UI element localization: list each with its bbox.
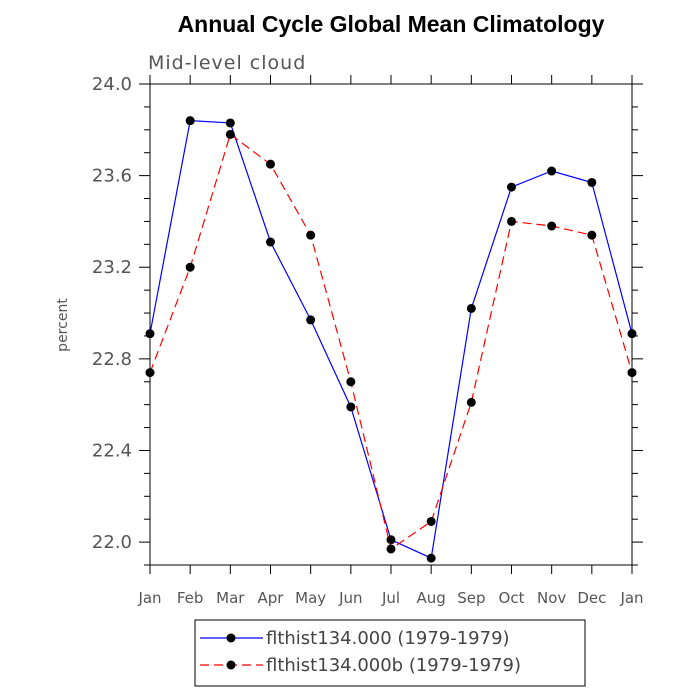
x-tick-label: Nov [537, 589, 566, 607]
x-tick-label: Jun [338, 589, 362, 607]
y-axis-label: percent [55, 298, 71, 352]
series-marker [507, 182, 516, 192]
x-tick-label: Jan [137, 589, 161, 607]
x-tick-label: Feb [177, 589, 204, 607]
chart-subtitle: Mid-level cloud [148, 52, 306, 74]
series-marker [426, 553, 436, 563]
series-marker [426, 516, 436, 526]
x-tick-label: Apr [258, 589, 285, 607]
series-marker [346, 402, 356, 412]
series-marker [306, 315, 316, 325]
legend: flthist134.000 (1979-1979) flthist134.000… [194, 619, 586, 687]
y-tick-label: 22.8 [92, 349, 132, 370]
y-tick-label: 23.6 [92, 166, 132, 187]
series-marker [507, 216, 516, 226]
legend-swatch-marker [226, 660, 236, 670]
series-marker [547, 221, 557, 231]
x-tick-label: Jul [381, 589, 400, 607]
series-marker [587, 177, 597, 187]
legend-swatch-marker [226, 633, 236, 643]
x-tick-label: Aug [417, 589, 446, 607]
series-marker [185, 262, 195, 272]
series-marker [185, 116, 195, 126]
series-marker [466, 397, 476, 407]
series-marker [386, 544, 396, 554]
series-layer [145, 116, 637, 563]
y-tick-label: 22.0 [92, 532, 132, 553]
series-marker [266, 237, 275, 247]
x-tick-label: Mar [216, 589, 245, 607]
x-tick-label: May [295, 589, 326, 607]
x-tick-label: Sep [457, 589, 485, 607]
plot-frame [149, 83, 633, 566]
x-tick-label: Jan [619, 589, 643, 607]
series-marker [346, 377, 356, 387]
legend-label: flthist134.000b (1979-1979) [266, 655, 521, 676]
series-marker [547, 166, 557, 176]
series-marker [587, 230, 597, 240]
series-marker [627, 329, 637, 339]
x-tick-label: Oct [499, 589, 525, 607]
series-marker [627, 368, 637, 378]
series-marker [145, 368, 155, 378]
y-tick-label: 24.0 [92, 74, 132, 95]
series-marker [225, 129, 235, 139]
legend-box [194, 619, 586, 687]
series-line [149, 133, 633, 550]
plot-border [149, 83, 633, 566]
y-axis: 22.0 22.4 22.8 23.2 23.6 24.0 [92, 74, 643, 566]
series-line [149, 119, 633, 559]
series-marker [145, 329, 155, 339]
y-tick-label: 23.2 [92, 257, 132, 278]
chart-title: Annual Cycle Global Mean Climatology [178, 11, 605, 37]
series-marker [306, 230, 316, 240]
y-tick-label: 22.4 [92, 440, 132, 461]
series-marker [466, 303, 476, 313]
series-marker [386, 535, 396, 545]
series-marker [225, 118, 235, 128]
x-tick-label: Dec [577, 589, 606, 607]
x-axis: Jan Feb Mar Apr May Jun Jul Aug Sep Oct Nov Dec Jan [137, 75, 644, 607]
legend-label: flthist134.000 (1979-1979) [266, 628, 510, 649]
series-marker [266, 159, 275, 169]
